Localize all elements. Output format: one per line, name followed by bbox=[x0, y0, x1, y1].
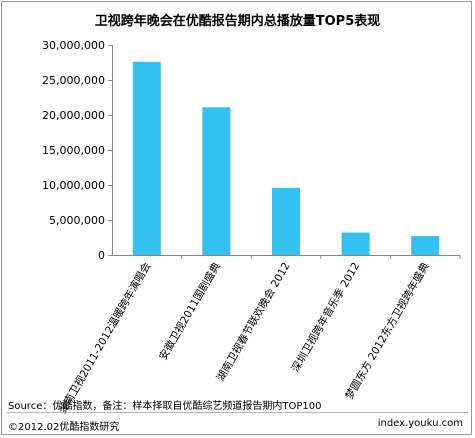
x-tick-label: 湖南卫视春节联欢晚会 2012 bbox=[214, 260, 293, 383]
y-tick-label: 5,000,000 bbox=[49, 214, 105, 227]
source-note: Source：优酷指数，备注：样本择取自优酷综艺频道报告期内TOP100 bbox=[8, 401, 322, 412]
bar bbox=[132, 61, 161, 255]
site-link[interactable]: index.youku.com bbox=[377, 418, 463, 429]
x-tick-label: 梦圆东方 2012东方卫视跨年盛典 bbox=[343, 260, 433, 402]
x-tick-label: 湖南卫视2011-2012温暖跨年演唱会 bbox=[56, 260, 154, 417]
x-tick-label: 深圳卫视跨年音乐季 2012 bbox=[289, 260, 363, 374]
bar bbox=[411, 236, 440, 255]
x-tick-label: 安徽卫视2011国剧盛典 bbox=[156, 260, 223, 363]
copyright-text: ©2012.02优酷指数研究 bbox=[8, 422, 120, 433]
y-tick-label: 0 bbox=[98, 249, 105, 262]
y-tick-label: 20,000,000 bbox=[42, 109, 105, 122]
footer-divider bbox=[6, 412, 468, 413]
chart-title: 卫视跨年晚会在优酷报告期内总播放量TOP5表现 bbox=[94, 14, 381, 29]
y-tick-label: 15,000,000 bbox=[42, 144, 105, 157]
bars-group bbox=[132, 61, 440, 255]
y-axis-ticks: 0 5,000,000 10,000,000 15,000,000 20,000,000… bbox=[42, 39, 112, 262]
y-tick-label: 30,000,000 bbox=[42, 39, 105, 52]
bar bbox=[202, 107, 231, 255]
y-tick-label: 25,000,000 bbox=[42, 74, 105, 87]
y-tick-label: 10,000,000 bbox=[42, 179, 105, 192]
bar bbox=[272, 187, 300, 255]
x-axis-labels: 湖南卫视2011-2012温暖跨年演唱会 安徽卫视2011国剧盛典湖南卫视春节联欢… bbox=[56, 255, 461, 417]
bar bbox=[341, 232, 370, 255]
